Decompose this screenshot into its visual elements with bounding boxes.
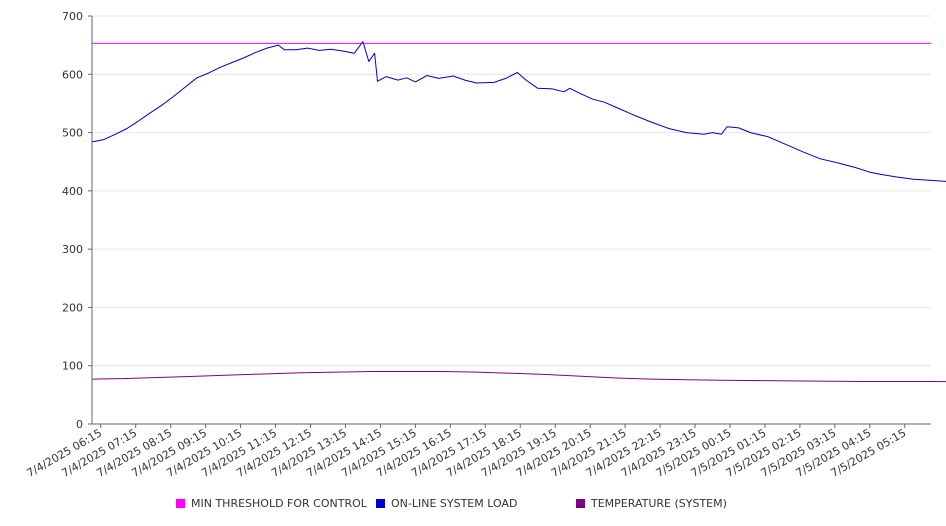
y-tick-label: 400 <box>62 185 83 198</box>
legend-label: ON-LINE SYSTEM LOAD <box>391 497 518 510</box>
y-axis-ticks: 0 100 200 300 400 500 600 700 <box>62 10 92 431</box>
legend-swatch <box>576 499 585 508</box>
legend: MIN THRESHOLD FOR CONTROL ON-LINE SYSTEM … <box>0 497 946 515</box>
legend-swatch <box>376 499 385 508</box>
y-tick-label: 500 <box>62 127 83 140</box>
line-chart: 0 100 200 300 400 500 600 700 7/4/2025 06:157/4… <box>24 10 946 480</box>
legend-item[interactable]: ON-LINE SYSTEM LOAD <box>376 497 517 510</box>
series-lines <box>91 41 946 383</box>
series-line-temperature-system <box>91 371 946 383</box>
y-tick-label: 600 <box>62 68 83 81</box>
legend-item[interactable]: TEMPERATURE (SYSTEM) <box>576 497 727 510</box>
legend-swatch <box>176 499 185 508</box>
y-tick-label: 200 <box>62 301 83 314</box>
y-tick-label: 300 <box>62 243 83 256</box>
legend-item[interactable]: MIN THRESHOLD FOR CONTROL <box>176 497 367 510</box>
gridlines <box>92 15 931 367</box>
legend-label: TEMPERATURE (SYSTEM) <box>591 497 727 510</box>
series-line-on-line-system-load <box>91 41 946 182</box>
y-tick-label: 0 <box>76 418 83 431</box>
legend-label: MIN THRESHOLD FOR CONTROL <box>191 497 367 510</box>
y-tick-label: 100 <box>62 360 83 373</box>
x-axis-ticks: 7/4/2025 06:157/4/2025 07:157/4/2025 08:… <box>24 424 908 480</box>
y-tick-label: 700 <box>62 10 83 23</box>
